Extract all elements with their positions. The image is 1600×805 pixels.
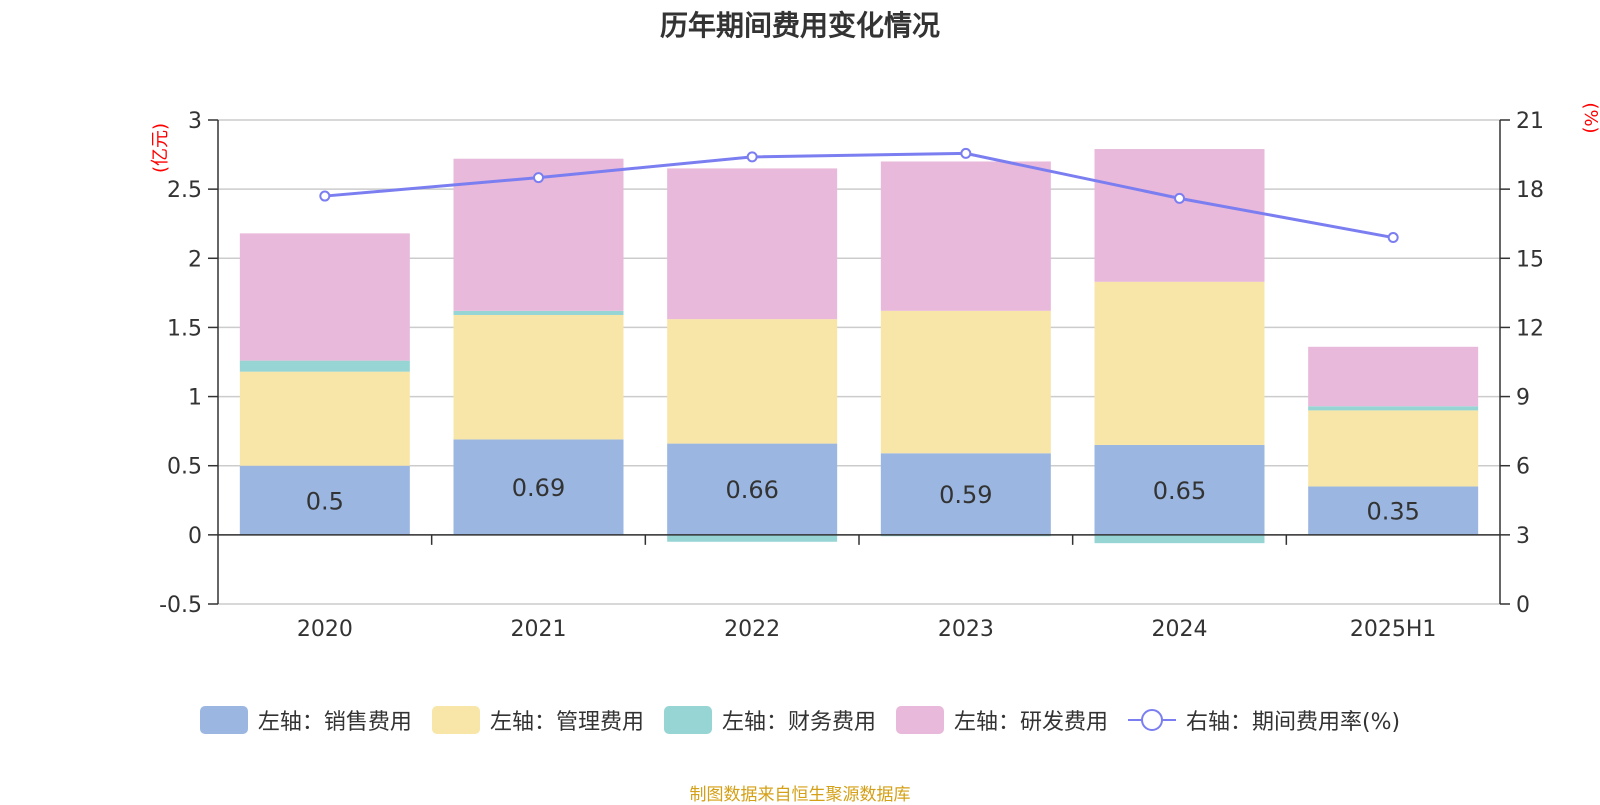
bar-rd-2021	[453, 158, 624, 311]
expense-rate-point-2024	[1174, 192, 1185, 204]
data-label-2021: 0.69	[512, 474, 565, 502]
legend-label-sales: 左轴：销售费用	[257, 710, 412, 735]
y-left-tick-label: 2	[188, 247, 202, 272]
x-tick-label-2020: 2020	[297, 617, 353, 642]
x-tick-label-2023: 2023	[938, 617, 994, 642]
x-tick-label-2022: 2022	[724, 617, 780, 642]
expense-rate-point-2021	[533, 172, 544, 184]
x-tick-label-2024: 2024	[1152, 617, 1208, 642]
bar-finance-2022	[667, 534, 838, 542]
x-tick-label-2021: 2021	[511, 617, 567, 642]
legend-swatch-expense-rate	[1127, 709, 1176, 731]
y-right-tick-label: 6	[1516, 455, 1530, 480]
source-note: 制图数据来自恒生聚源数据库	[689, 785, 911, 805]
bar-sales-2021	[453, 439, 624, 535]
expense-rate-line	[324, 151, 1394, 240]
bar-rd-2023	[880, 161, 1051, 311]
bar-admin-2020	[239, 371, 410, 466]
bar-rd-2020	[239, 233, 410, 361]
legend-label-admin: 左轴：管理费用	[489, 710, 644, 735]
chart-plot: -0.5 0 0.5 1 1.5 2 2.5 3 0 3 6 9 12 15 18 21 (亿元) (%) 0.5 0…	[150, 102, 1600, 642]
x-tick-label-2025H1: 2025H1	[1350, 617, 1437, 642]
expense-rate-point-2023	[960, 147, 972, 159]
bar-rd-2024	[1094, 149, 1265, 282]
legend-item-sales[interactable]: 左轴：销售费用	[199, 704, 412, 736]
bar-sales-2025H1	[1308, 486, 1479, 535]
legend-item-rd[interactable]: 左轴：研发费用	[895, 704, 1108, 736]
legend-item-expense-rate[interactable]: 右轴：期间费用率(%)	[1127, 704, 1401, 736]
bar-finance-2021	[453, 310, 624, 315]
expense-rate-point-2025H1	[1387, 232, 1399, 244]
bar-rd-2022	[667, 168, 838, 320]
data-label-2024: 0.65	[1153, 477, 1206, 505]
bar-finance-2024	[1094, 534, 1265, 544]
legend-swatch-admin	[431, 706, 480, 734]
bar-sales-2020	[239, 465, 410, 535]
bar-admin-2021	[453, 314, 624, 440]
data-label-2020: 0.5	[306, 487, 344, 515]
legend-swatch-rd	[895, 706, 944, 734]
chart-title: 历年期间费用变化情况	[659, 9, 940, 42]
legend-label-expense-rate: 右轴：期间费用率(%)	[1185, 710, 1401, 735]
legend-item-finance[interactable]: 左轴：财务费用	[663, 704, 876, 736]
legend-label-rd: 左轴：研发费用	[953, 710, 1108, 735]
bar-admin-2024	[1094, 281, 1265, 445]
y-right-axis-label: (%)	[1580, 102, 1600, 133]
legend-item-admin[interactable]: 左轴：管理费用	[431, 704, 644, 736]
y-left-axis-label: (亿元)	[150, 123, 171, 173]
data-label-2023: 0.59	[939, 481, 992, 509]
bar-sales-2022	[667, 443, 838, 535]
legend-swatch-finance	[663, 706, 712, 734]
y-right-tick-label: 9	[1516, 386, 1530, 411]
legend: 左轴：销售费用 左轴：管理费用 左轴：财务费用 左轴：研发费用 右轴：期间费用率…	[0, 704, 1600, 736]
expense-rate-point-2022	[746, 151, 758, 163]
y-right-tick-label: 3	[1516, 524, 1530, 549]
bar-sales-2023	[880, 453, 1051, 535]
y-right-tick-label: 0	[1516, 593, 1530, 618]
legend-label-finance: 左轴：财务费用	[721, 710, 876, 735]
y-right-tick-label: 21	[1516, 109, 1544, 134]
bar-rd-2025H1	[1308, 346, 1479, 407]
y-right-tick-label: 15	[1516, 247, 1544, 272]
bar-admin-2022	[667, 319, 838, 444]
data-label-2022: 0.66	[725, 476, 778, 504]
y-right-tick-label: 12	[1516, 316, 1544, 341]
y-left-tick-label: 2.5	[167, 178, 202, 203]
bar-finance-2025H1	[1308, 406, 1479, 411]
bar-admin-2023	[880, 310, 1051, 454]
expense-rate-point-2020	[319, 190, 331, 202]
legend-swatch-sales	[199, 706, 248, 734]
bar-sales-2024	[1094, 444, 1265, 535]
data-label-2025H1: 0.35	[1366, 498, 1419, 526]
bar-finance-2020	[239, 360, 410, 372]
y-left-tick-label: 3	[188, 109, 202, 134]
y-left-tick-label: 0.5	[167, 455, 202, 480]
y-left-tick-label: 1	[188, 386, 202, 411]
y-left-tick-label: 1.5	[167, 316, 202, 341]
y-left-tick-label: 0	[188, 524, 202, 549]
y-left-tick-label: -0.5	[159, 593, 202, 618]
bar-admin-2025H1	[1308, 410, 1479, 487]
y-right-tick-label: 18	[1516, 178, 1544, 203]
